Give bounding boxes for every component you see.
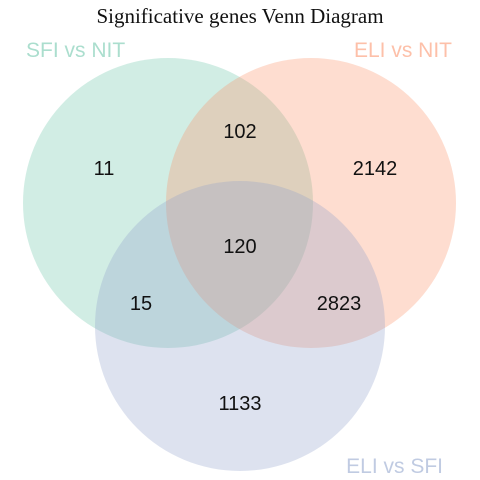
set-circle-eli-vs-nit [166,58,456,348]
region-count-sfi-eli-nit: 102 [223,121,256,143]
set-label-eli-vs-nit: ELI vs NIT [354,39,452,62]
set-label-eli-vs-sfi: ELI vs SFI [346,455,443,478]
region-count-sfi-only: 11 [94,158,115,180]
region-count-eli-nit-only: 2142 [353,158,398,180]
set-circle-sfi-vs-nit [23,58,313,348]
region-count-eli-nit-eli-sfi: 2823 [317,293,362,315]
set-label-sfi-vs-nit: SFI vs NIT [26,39,125,62]
set-circle-eli-vs-sfi [95,181,385,471]
region-count-sfi-eli-sfi: 15 [130,293,152,315]
region-count-all-three: 120 [223,236,256,258]
region-count-eli-sfi-only: 1133 [218,393,261,415]
diagram-title: Significative genes Venn Diagram [96,4,384,28]
